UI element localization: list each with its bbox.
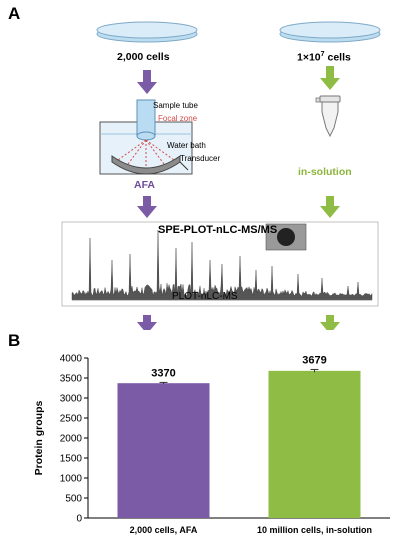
- y-tick-label: 500: [65, 494, 82, 505]
- in-solution-label: in-solution: [298, 166, 352, 178]
- focal-zone-label: Focal zone: [158, 114, 198, 123]
- bars: 3370 3679: [117, 354, 361, 518]
- x-axis-labels: 2,000 cells, AFA 10 million cells, in-sol…: [130, 525, 372, 535]
- y-tick-label: 2500: [60, 414, 83, 425]
- right-cell-count-base: 1×10: [297, 51, 321, 64]
- bar: [268, 370, 361, 518]
- left-cell-count: 2,000 cells: [117, 51, 170, 63]
- right-cell-count-exponent: 7: [320, 51, 325, 58]
- y-tick-label: 3000: [60, 394, 83, 405]
- bar-value-label: 3679: [302, 354, 326, 366]
- bar-value-label: 3370: [151, 367, 175, 379]
- panel-b-letter: B: [8, 331, 20, 350]
- y-tick-label: 1500: [60, 454, 83, 465]
- x-tick-label: 10 million cells, in-solution: [257, 525, 372, 535]
- eppendorf-tube-icon: [315, 95, 341, 138]
- y-tick-label: 2000: [60, 434, 83, 445]
- transducer-icon: [111, 155, 189, 175]
- arrow-down-right-3: [320, 315, 340, 330]
- y-tick-label: 0: [76, 514, 82, 525]
- transducer-label: Transducer: [180, 154, 221, 163]
- panel-a-letter: A: [8, 4, 21, 23]
- arrow-down-left-1: [137, 70, 157, 94]
- afa-label: AFA: [134, 179, 155, 191]
- chromatogram: [61, 221, 379, 307]
- y-tick-label: 1000: [60, 474, 83, 485]
- plot-nlc-ms-label: PLOT-nLC-MS: [172, 291, 238, 302]
- sample-tube-icon: [136, 99, 156, 141]
- water-bath-label: Water bath: [167, 141, 206, 150]
- sample-tube-label: Sample tube: [153, 101, 198, 110]
- ms-spot-image: [265, 223, 307, 251]
- petri-dish-left: [96, 21, 198, 43]
- y-axis-label: Protein groups: [33, 401, 45, 476]
- x-tick-label: 2,000 cells, AFA: [130, 525, 198, 535]
- y-tick-label: 3500: [60, 374, 83, 385]
- spe-plot-title: SPE-PLOT-nLC-MS/MS: [158, 224, 278, 236]
- workflow-diagram: [61, 21, 381, 330]
- arrow-down-right-2: [320, 196, 340, 218]
- right-cell-count-unit: cells: [324, 51, 351, 64]
- bar: [117, 383, 210, 518]
- arrow-down-right-1: [320, 66, 340, 90]
- right-cell-count: 1×107 cells: [297, 51, 351, 64]
- arrow-down-left-2: [137, 196, 157, 218]
- focal-zone-beam: [117, 139, 175, 166]
- petri-dish-right: [279, 21, 381, 43]
- chromatogram-trace: [71, 229, 373, 301]
- y-tick-label: 4000: [60, 354, 83, 365]
- arrow-down-left-3: [137, 315, 157, 330]
